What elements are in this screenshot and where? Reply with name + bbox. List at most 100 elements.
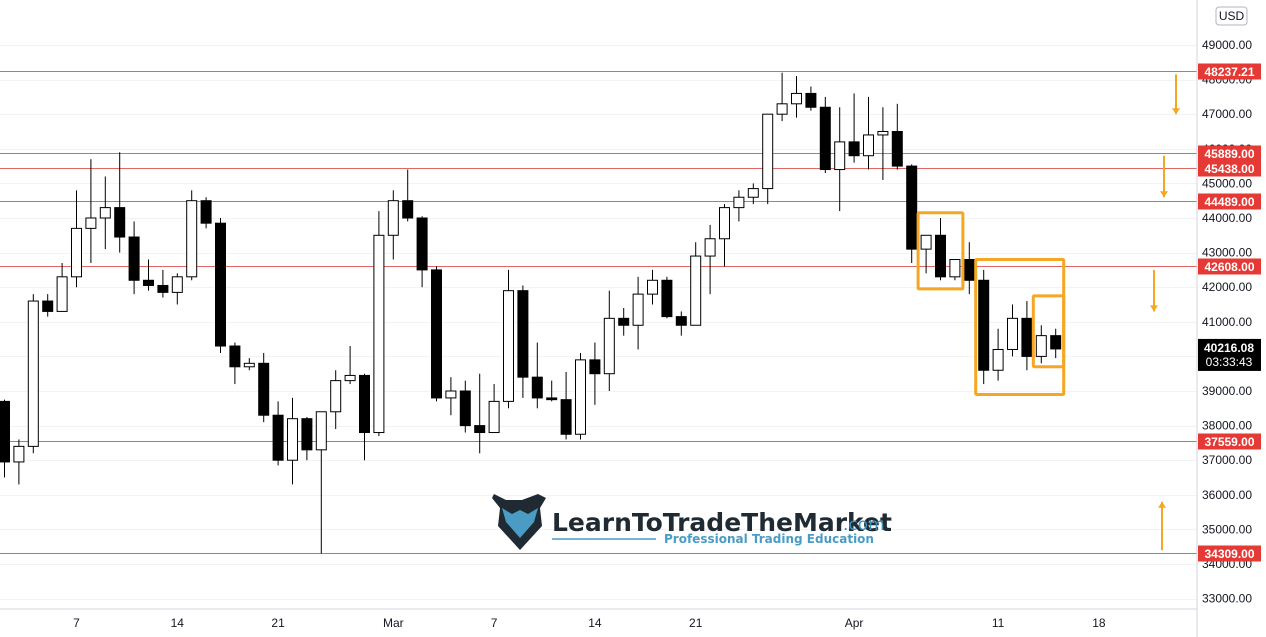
candle[interactable] — [1007, 304, 1018, 357]
candle[interactable] — [877, 107, 889, 180]
highlight-box[interactable] — [1031, 294, 1066, 369]
candle-body — [863, 134, 874, 157]
candle[interactable] — [935, 217, 946, 281]
candle-body — [805, 92, 817, 108]
candle[interactable] — [315, 411, 327, 554]
candle[interactable] — [690, 242, 702, 326]
candle[interactable] — [819, 96, 831, 174]
candle[interactable] — [963, 242, 975, 295]
candle[interactable] — [128, 221, 140, 295]
candle[interactable] — [272, 401, 284, 466]
candle[interactable] — [416, 216, 428, 288]
down-arrow-icon — [1172, 74, 1180, 115]
candle[interactable] — [186, 190, 198, 281]
candle[interactable] — [1021, 301, 1033, 371]
candle[interactable] — [1035, 325, 1047, 364]
candle[interactable] — [848, 93, 860, 163]
candle[interactable] — [474, 373, 486, 454]
candle[interactable] — [949, 259, 961, 281]
candle[interactable] — [791, 76, 802, 118]
candle[interactable] — [287, 397, 298, 485]
candle[interactable] — [891, 103, 903, 170]
currency-button[interactable]: USD — [1215, 6, 1248, 26]
candle[interactable] — [0, 399, 10, 478]
candle[interactable] — [992, 328, 1004, 381]
candle[interactable] — [42, 294, 54, 317]
candle[interactable] — [71, 190, 82, 288]
candle[interactable] — [344, 346, 356, 385]
candle[interactable] — [762, 113, 774, 205]
time-axis[interactable]: 7 14 21 Mar 7 14 21 Apr 11 18 — [0, 608, 1197, 630]
candle[interactable] — [589, 342, 601, 405]
arrow-head — [1160, 191, 1168, 198]
candle[interactable] — [258, 352, 270, 423]
candle[interactable] — [531, 342, 543, 409]
candle[interactable] — [171, 273, 183, 305]
candle[interactable] — [704, 224, 716, 295]
candle[interactable] — [503, 269, 514, 409]
candle[interactable] — [603, 290, 615, 392]
candle[interactable] — [719, 204, 730, 267]
candle-body — [258, 362, 270, 416]
candle[interactable] — [373, 211, 385, 436]
candle[interactable] — [27, 294, 39, 454]
candle[interactable] — [618, 307, 630, 336]
candle[interactable] — [805, 86, 817, 111]
time-tick-label: Apr — [845, 616, 864, 630]
candle[interactable] — [85, 159, 97, 263]
candle-body — [891, 130, 903, 167]
candle-body — [1035, 335, 1047, 357]
candle[interactable] — [632, 276, 644, 350]
candle[interactable] — [661, 276, 673, 319]
currency-label: USD — [1219, 9, 1245, 23]
candle[interactable] — [546, 380, 558, 402]
candle-body — [589, 359, 601, 375]
candle[interactable] — [920, 234, 932, 274]
candle-body — [791, 92, 802, 105]
candle[interactable] — [647, 269, 658, 305]
candle[interactable] — [359, 373, 370, 461]
candle[interactable] — [445, 377, 457, 416]
candle[interactable] — [229, 342, 241, 385]
candle[interactable] — [1050, 328, 1062, 359]
candle[interactable] — [834, 107, 846, 212]
logo-watermark: LearnToTradeTheMarket .com Professional … — [492, 494, 892, 550]
candle[interactable] — [560, 371, 572, 440]
candle-body — [416, 217, 428, 271]
candle[interactable] — [243, 358, 255, 371]
candle[interactable] — [330, 370, 342, 430]
candle[interactable] — [99, 176, 111, 250]
highlight-box[interactable] — [916, 211, 965, 291]
candle[interactable] — [776, 72, 788, 122]
candle-body — [1007, 317, 1018, 350]
candle-body — [99, 207, 111, 219]
candle[interactable] — [387, 190, 399, 260]
bull-head-icon — [502, 508, 538, 538]
candle[interactable] — [215, 217, 226, 353]
candle[interactable] — [733, 190, 745, 222]
candle[interactable] — [747, 183, 759, 205]
price-axis[interactable]: 33000.0034000.0035000.0036000.0037000.00… — [1196, 0, 1266, 637]
candle[interactable] — [863, 96, 874, 170]
candle[interactable] — [13, 439, 25, 485]
candle[interactable] — [114, 152, 126, 253]
candle[interactable] — [301, 416, 313, 461]
candle-body — [762, 113, 774, 190]
candle[interactable] — [575, 352, 586, 440]
candle[interactable] — [517, 285, 529, 398]
candle[interactable] — [200, 197, 212, 229]
level-price-tag — [1198, 545, 1261, 562]
candle[interactable] — [675, 311, 687, 336]
candle[interactable] — [56, 262, 68, 312]
candle[interactable] — [143, 259, 154, 291]
candle[interactable] — [431, 266, 442, 402]
candle[interactable] — [459, 380, 471, 433]
candle[interactable] — [402, 169, 414, 222]
candle[interactable] — [488, 384, 500, 434]
candle[interactable] — [978, 269, 990, 385]
time-tick-label: 18 — [1092, 616, 1106, 630]
candle[interactable] — [157, 269, 169, 298]
candle[interactable] — [906, 164, 918, 263]
candle-body — [387, 200, 399, 236]
